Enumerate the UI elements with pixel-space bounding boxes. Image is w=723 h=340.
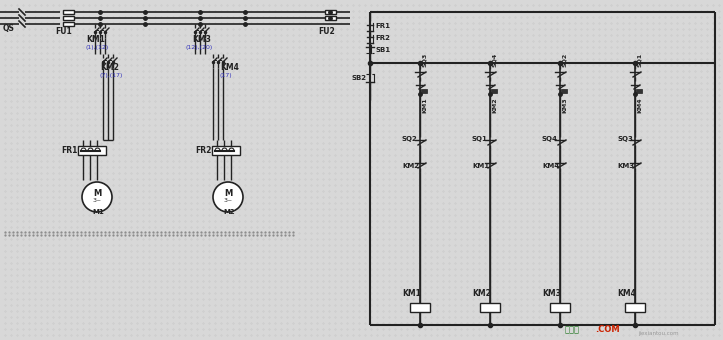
- Text: SQ3: SQ3: [617, 136, 633, 142]
- Text: SQ4: SQ4: [492, 53, 497, 67]
- Text: (7),(17): (7),(17): [100, 73, 124, 79]
- Bar: [491, 89, 497, 93]
- Text: (1),(12): (1),(12): [86, 46, 109, 51]
- Text: FR1: FR1: [375, 23, 390, 29]
- Text: KM2: KM2: [492, 97, 497, 113]
- Text: SB2: SB2: [352, 75, 367, 81]
- Bar: [636, 89, 642, 93]
- Text: M: M: [93, 189, 101, 199]
- Text: QS: QS: [3, 24, 15, 34]
- Bar: [62, 16, 74, 20]
- Text: KM2: KM2: [100, 64, 119, 72]
- Text: M: M: [224, 189, 232, 199]
- Text: KM1: KM1: [422, 97, 427, 113]
- Text: KM4: KM4: [542, 163, 560, 169]
- Text: FR2: FR2: [195, 146, 211, 155]
- Text: KM3: KM3: [617, 163, 634, 169]
- Text: KM4: KM4: [617, 289, 636, 298]
- Text: KM3: KM3: [542, 289, 561, 298]
- Text: KM1: KM1: [472, 163, 489, 169]
- Text: SQ2: SQ2: [562, 53, 567, 67]
- Bar: [212, 146, 240, 155]
- Bar: [325, 10, 335, 14]
- Text: KM1: KM1: [86, 35, 105, 45]
- Text: SQ3: SQ3: [422, 53, 427, 67]
- Text: 接线图: 接线图: [565, 325, 580, 335]
- Circle shape: [213, 182, 243, 212]
- Text: KM1: KM1: [402, 289, 421, 298]
- Bar: [62, 10, 74, 14]
- Text: SQ1: SQ1: [472, 136, 488, 142]
- Bar: [625, 303, 645, 311]
- Text: 3~: 3~: [223, 199, 233, 204]
- Text: KM3: KM3: [562, 97, 567, 113]
- Text: SQ1: SQ1: [637, 53, 642, 67]
- Text: .COM: .COM: [595, 325, 620, 335]
- Circle shape: [82, 182, 112, 212]
- Bar: [550, 303, 570, 311]
- Bar: [78, 146, 106, 155]
- Bar: [421, 89, 427, 93]
- Text: KM3: KM3: [192, 35, 211, 45]
- Text: FR1: FR1: [61, 146, 77, 155]
- Text: SB1: SB1: [375, 47, 390, 53]
- Text: (12),(20): (12),(20): [186, 46, 213, 51]
- Bar: [410, 303, 430, 311]
- Text: M2: M2: [223, 209, 235, 215]
- Text: M1: M1: [92, 209, 103, 215]
- Text: KM2: KM2: [402, 163, 419, 169]
- Text: FR2: FR2: [375, 35, 390, 41]
- Text: 3~: 3~: [93, 199, 102, 204]
- Text: FU2: FU2: [318, 27, 335, 35]
- Bar: [325, 16, 335, 20]
- Bar: [62, 22, 74, 26]
- Text: jiexiantou.com: jiexiantou.com: [638, 330, 679, 336]
- Text: KM4: KM4: [220, 64, 239, 72]
- Text: KM4: KM4: [637, 97, 642, 113]
- Bar: [561, 89, 567, 93]
- Text: SQ4: SQ4: [542, 136, 558, 142]
- Text: FU1: FU1: [55, 27, 72, 35]
- Text: KM2: KM2: [472, 289, 491, 298]
- Bar: [480, 303, 500, 311]
- Text: (17): (17): [220, 73, 233, 79]
- Text: SQ2: SQ2: [402, 136, 418, 142]
